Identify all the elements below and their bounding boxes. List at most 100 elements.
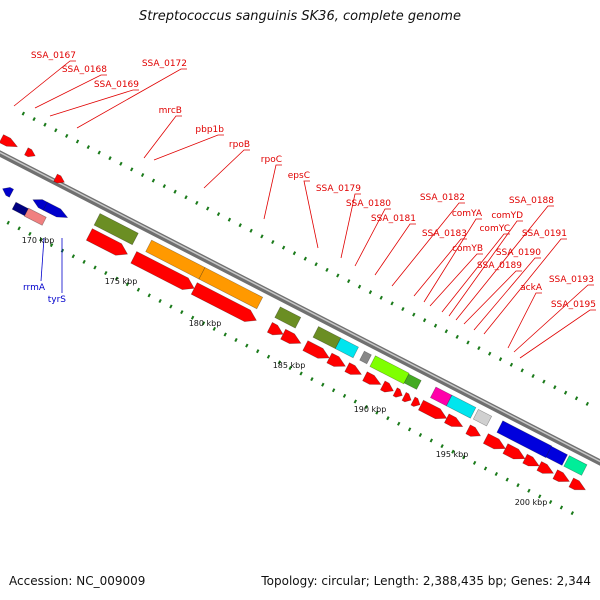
tick-mark (412, 312, 416, 317)
tick-mark (223, 332, 227, 337)
tick-mark (256, 349, 260, 354)
tick-mark (104, 270, 108, 275)
map-title: Streptococcus sanguinis SK36, complete g… (139, 9, 461, 24)
gene-label: SSA_0180 (346, 199, 391, 209)
tick-mark (184, 195, 188, 200)
gene-label: SSA_0193 (549, 275, 594, 285)
gene-feature (302, 340, 330, 359)
tick-mark (216, 212, 221, 217)
tick-mark (75, 139, 80, 144)
gene-feature (266, 321, 284, 336)
tick-mark (277, 360, 282, 365)
tick-mark (65, 133, 69, 138)
tick-mark (115, 276, 119, 281)
kbp-label: 195 kbp (436, 450, 469, 459)
leader-line (483, 238, 567, 335)
tick-mark (43, 122, 47, 127)
leader-line (413, 238, 467, 297)
tick-mark (574, 396, 579, 401)
tick-mark (82, 259, 86, 264)
tick-mark (386, 416, 390, 421)
gene-label: SSA_0182 (420, 193, 465, 203)
tick-mark (505, 477, 509, 482)
leader-line (448, 220, 523, 317)
gene-label: epsC (288, 171, 310, 181)
tick-mark (201, 321, 206, 326)
tick-mark (347, 279, 351, 284)
gene-label: SSA_0179 (316, 184, 361, 194)
tick-mark (234, 337, 238, 342)
gene-feature (536, 461, 554, 474)
gene-label: SSA_0183 (422, 229, 467, 239)
gene-label: comYA (452, 209, 483, 219)
genome-backbone-highlight (0, 151, 600, 463)
gene-feature (443, 413, 464, 427)
gene-feature (401, 391, 412, 403)
tick-mark (190, 315, 195, 320)
leader-line (354, 208, 391, 267)
tick-mark (180, 310, 184, 315)
gene-feature (392, 387, 403, 398)
feature-track (0, 134, 588, 491)
tick-mark (206, 206, 210, 211)
tick-mark (162, 184, 167, 189)
gene-label: rpoB (229, 140, 250, 150)
gene-feature (369, 355, 410, 385)
gene-feature (344, 362, 362, 375)
tick-mark (212, 326, 217, 331)
tick-mark (314, 262, 318, 267)
tick-mark (71, 254, 76, 259)
tick-mark (173, 189, 177, 194)
gene-feature (465, 424, 482, 437)
accession-text: Accession: NC_009009 (9, 574, 146, 588)
gene-label: SSA_0191 (522, 229, 567, 239)
tick-mark (483, 466, 488, 471)
tick-mark (125, 282, 130, 287)
tick-mark (570, 511, 575, 516)
leader-line (519, 309, 596, 359)
gene-feature (23, 207, 47, 226)
leader-line (40, 237, 45, 282)
tick-mark (542, 379, 546, 384)
tick-mark (498, 357, 503, 362)
gene-feature (190, 282, 257, 322)
tick-mark (281, 245, 286, 250)
gene-feature (93, 213, 139, 246)
tick-mark (407, 427, 412, 432)
gene-feature (85, 228, 128, 256)
tick-mark (169, 304, 173, 309)
gene-label: SSA_0167 (31, 51, 76, 61)
leader-line (13, 60, 76, 107)
tick-mark (299, 371, 303, 376)
tick-mark (119, 161, 123, 166)
tick-mark (477, 346, 481, 351)
tick-mark (440, 444, 444, 449)
gene-label: SSA_0168 (62, 65, 107, 75)
gene-feature (472, 408, 493, 427)
gene-label: pbp1b (195, 125, 224, 135)
leader-line (423, 218, 482, 303)
tick-mark (310, 377, 314, 382)
tick-mark (357, 284, 362, 289)
tick-mark (32, 117, 36, 122)
gene-feature (417, 399, 448, 420)
tick-mark (271, 239, 275, 244)
leader-line (374, 223, 416, 276)
gene-feature (2, 187, 15, 198)
leader-line (303, 180, 319, 249)
tick-mark (147, 293, 151, 298)
gene-feature (410, 396, 421, 407)
tick-mark (260, 234, 264, 239)
gene-feature (522, 453, 540, 467)
gene-feature (280, 328, 302, 344)
leader-line (391, 202, 465, 287)
tick-mark (97, 150, 101, 155)
tick-mark (462, 455, 466, 460)
tick-mark (538, 494, 542, 499)
tick-mark (444, 329, 449, 334)
tick-mark (429, 438, 434, 443)
gene-feature (42, 201, 69, 218)
gene-label: SSA_0195 (551, 300, 596, 310)
leader-line (76, 68, 187, 129)
tick-mark (353, 399, 358, 404)
